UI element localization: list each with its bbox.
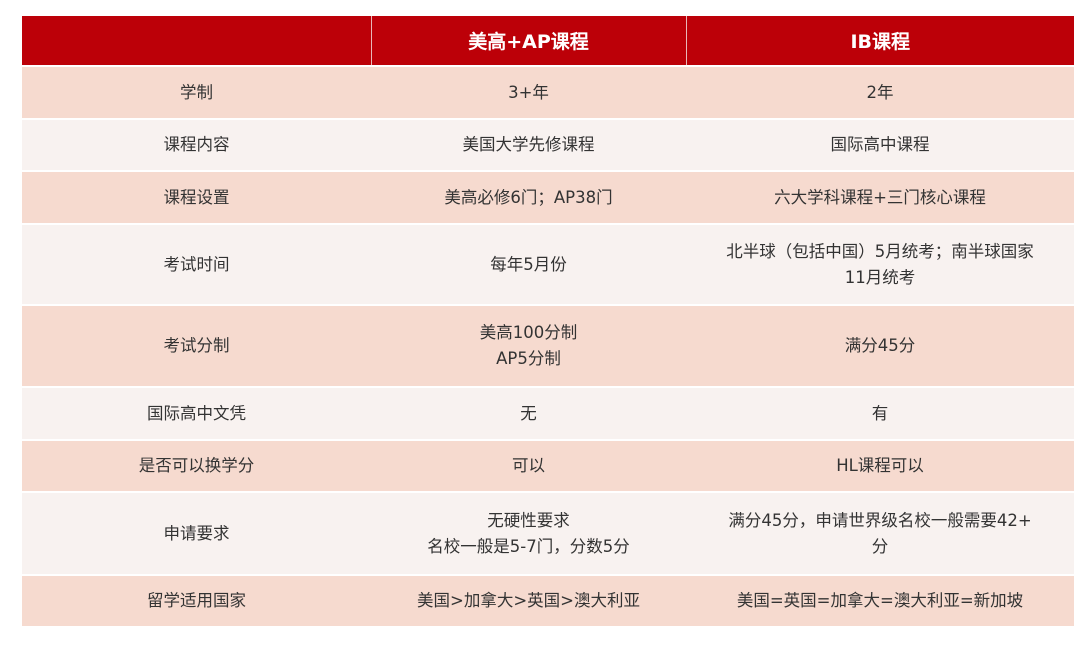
ib-cell: 满分45分，申请世界级名校一般需要42+ 分 (686, 491, 1074, 575)
cell-line: AP5分制 (496, 349, 561, 368)
header-ap: 美高+AP课程 (370, 16, 686, 66)
cell-line: HL课程可以 (836, 456, 924, 475)
ib-cell: HL课程可以 (686, 439, 1074, 492)
cell-line: 北半球（包括中国）5月统考；南半球国家 (726, 241, 1034, 261)
row-label: 是否可以换学分 (22, 439, 371, 492)
table-row: 课程设置 美高必修6门；AP38门 六大学科课程+三门核心课程 (22, 170, 1074, 224)
ap-cell: 可以 (371, 439, 686, 492)
cell-line: 国际高中课程 (830, 135, 930, 154)
cell-line: 分 (871, 536, 889, 556)
ap-cell: 3+年 (371, 65, 686, 119)
ib-cell: 六大学科课程+三门核心课程 (686, 170, 1074, 224)
table-row: 考试分制 美高100分制 AP5分制 满分45分 (22, 304, 1074, 387)
table-row: 课程内容 美国大学先修课程 国际高中课程 (22, 118, 1074, 171)
ap-cell: 美高100分制 AP5分制 (371, 304, 686, 387)
cell-line: 无 (520, 403, 537, 423)
ib-cell: 满分45分 (686, 304, 1074, 387)
table-row: 考试时间 每年5月份 北半球（包括中国）5月统考；南半球国家 11月统考 (22, 223, 1074, 305)
row-label: 申请要求 (22, 491, 371, 575)
row-label: 课程内容 (22, 118, 371, 171)
row-label: 课程设置 (22, 170, 371, 224)
ib-cell: 2年 (686, 65, 1074, 119)
row-label: 学制 (22, 65, 371, 119)
cell-line: 美高100分制 (479, 323, 578, 342)
header-ib: IB课程 (685, 16, 1074, 66)
cell-line: 可以 (512, 456, 545, 475)
ap-cell: 无硬性要求名校一般是5-7门，分数5分 (371, 491, 686, 575)
cell-line: 六大学科课程+三门核心课程 (774, 187, 986, 207)
ib-cell: 有 (686, 386, 1074, 440)
row-label: 国际高中文凭 (22, 386, 371, 440)
ib-cell: 北半球（包括中国）5月统考；南半球国家 11月统考 (686, 223, 1074, 305)
cell-line: 美国>加拿大>英国>澳大利亚 (417, 591, 640, 610)
cell-line: 满分45分，申请世界级名校一般需要42+ (728, 510, 1032, 530)
cell-line: 名校一般是5-7门，分数5分 (427, 536, 630, 556)
header-blank (22, 16, 371, 66)
cell-line: 3+年 (508, 82, 549, 102)
cell-line: 每年5月份 (490, 254, 567, 274)
row-label: 考试分制 (22, 304, 371, 387)
cell-line: 美国大学先修课程 (462, 135, 595, 154)
cell-line: 满分45分 (844, 336, 916, 355)
row-label: 留学适用国家 (22, 574, 371, 626)
ib-cell: 国际高中课程 (686, 118, 1074, 171)
ap-cell: 无 (371, 386, 686, 440)
ap-cell: 美国>加拿大>英国>澳大利亚 (371, 574, 686, 626)
header-row: 美高+AP课程 IB课程 (22, 16, 1074, 66)
table-row: 是否可以换学分 可以 HL课程可以 (22, 439, 1074, 492)
cell-line: 有 (871, 403, 889, 423)
ap-cell: 美高必修6门；AP38门 (371, 170, 686, 224)
cell-line: 美国=英国=加拿大=澳大利亚=新加坡 (736, 591, 1024, 610)
cell-line: 2年 (866, 82, 894, 102)
cell-line: 11月统考 (844, 267, 916, 287)
table-row: 申请要求 无硬性要求 名校一般是5-7门，分数5分 满分45分，申请世界级名校一般需要… (22, 491, 1074, 575)
cell-line: 无硬性要求 (487, 510, 570, 530)
ap-cell: 美国大学先修课程 (371, 118, 686, 171)
table-row: 学制 3+年 2年 (22, 65, 1074, 119)
table-row: 留学适用国家 美国>加拿大>英国>澳大利亚 美国=英国=加拿大=澳大利亚=新加坡 (22, 574, 1074, 626)
ib-cell: 美国=英国=加拿大=澳大利亚=新加坡 (686, 574, 1074, 626)
comparison-table: 美高+AP课程 IB课程 学制 3+年 2年 课程内容 美国大学先修课程 国际高中课程 课程… (22, 16, 1074, 626)
table-row: 国际高中文凭 无 有 (22, 386, 1074, 440)
cell-line: 美高必修6门；AP38门 (444, 187, 613, 207)
row-label: 考试时间 (22, 223, 371, 305)
ap-cell: 每年5月份 (371, 223, 686, 305)
